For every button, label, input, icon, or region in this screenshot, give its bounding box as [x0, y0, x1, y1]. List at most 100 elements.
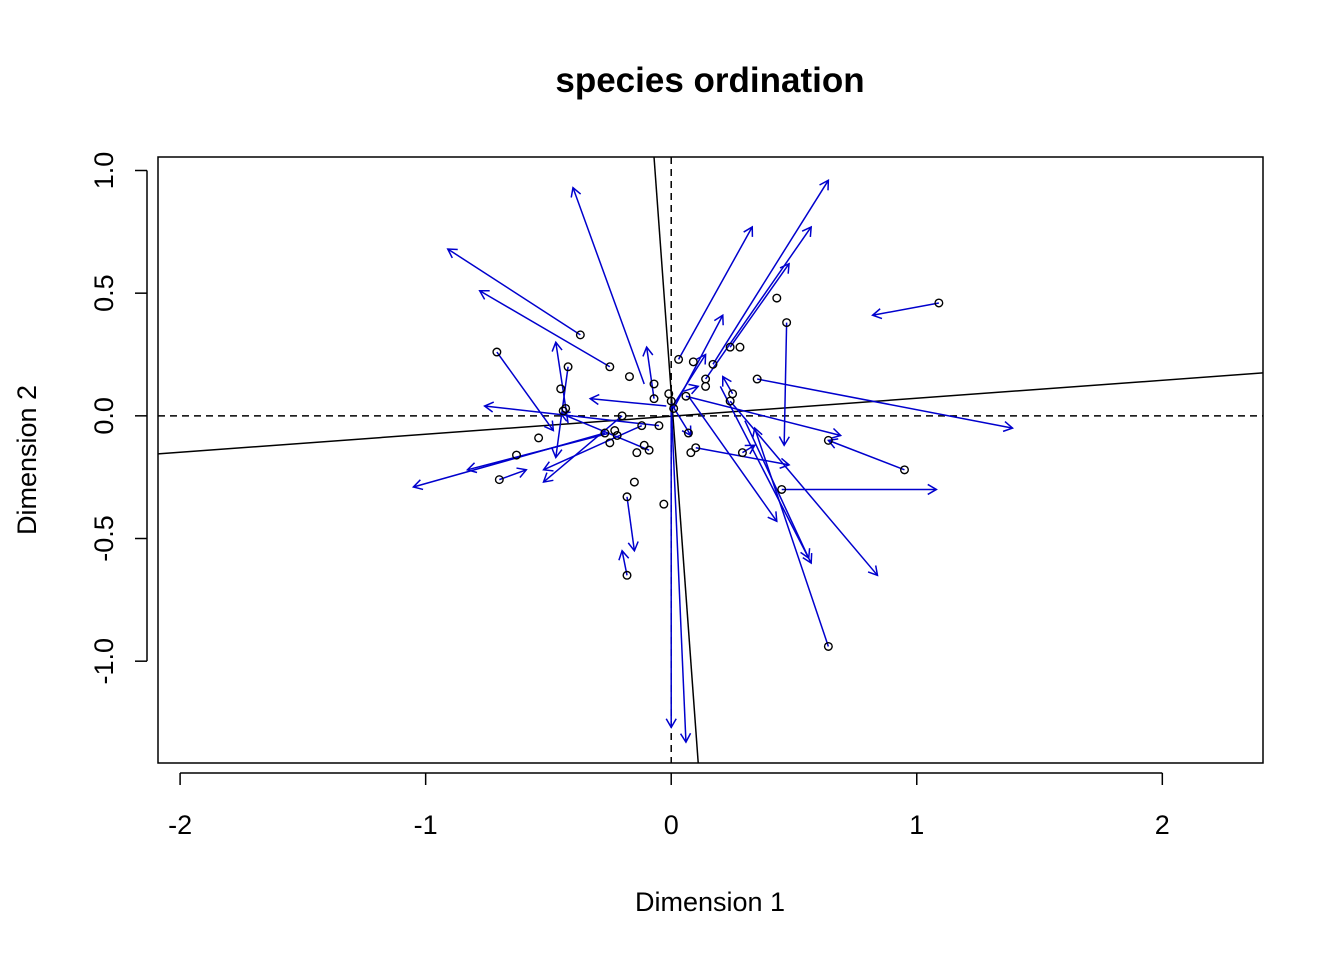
arrow-shaft [670, 403, 687, 743]
data-point [622, 570, 632, 580]
arrow [719, 386, 813, 565]
arrow-shaft [673, 314, 724, 409]
solid-reference-line-1 [157, 372, 1264, 455]
arrow-shaft [872, 302, 940, 316]
data-point [610, 426, 620, 436]
arrow-shaft [645, 347, 655, 399]
data-point [622, 492, 632, 502]
arrow-head [411, 479, 424, 491]
arrow [483, 401, 660, 427]
arrow [673, 313, 724, 409]
x-tick-label: -1 [414, 810, 438, 840]
arrow [551, 366, 569, 460]
arrow-shaft [677, 226, 753, 360]
arrow [496, 351, 555, 432]
arrow-head [478, 289, 490, 300]
data-point [563, 362, 573, 372]
arrow [446, 248, 581, 336]
arrow-head [743, 225, 754, 237]
x-tick-label: 2 [1155, 810, 1170, 840]
arrow-shaft [712, 179, 830, 365]
arrow-head [679, 732, 692, 744]
data-point [899, 465, 909, 475]
data-point [691, 443, 701, 453]
y-tick-label: -1.0 [89, 638, 119, 685]
arrow-head [767, 511, 778, 523]
arrow-head [721, 375, 732, 387]
point-layer [492, 293, 944, 651]
arrow-head [800, 548, 811, 560]
arrow [778, 322, 790, 447]
reference-lines [157, 156, 1264, 764]
arrow [626, 496, 639, 553]
arrow-shaft [729, 263, 790, 348]
chart-title: species ordination [555, 61, 864, 100]
arrow-shaft [543, 415, 623, 483]
data-point [782, 318, 792, 328]
arrow-head [1002, 420, 1015, 433]
solid-reference-line-2 [653, 156, 699, 764]
arrow [465, 432, 611, 474]
arrow-shaft [783, 322, 788, 446]
arrow-head [542, 472, 554, 484]
arrow-head [627, 541, 639, 553]
data-point [644, 445, 654, 455]
data-point [674, 354, 684, 364]
arrow-shaft [413, 432, 606, 488]
data-point [494, 475, 504, 485]
arrow-shaft [687, 395, 778, 522]
data-point [632, 448, 642, 458]
data-point [600, 428, 610, 438]
arrow [757, 378, 1015, 433]
arrow-head [830, 427, 843, 439]
data-point [772, 293, 782, 303]
arrow-head [826, 438, 839, 449]
y-tick-label: 1.0 [89, 152, 119, 190]
arrow [499, 467, 528, 481]
arrow-head [778, 436, 790, 447]
arrow [642, 345, 655, 399]
arrow-shaft [447, 248, 581, 336]
data-point [605, 362, 615, 372]
data-point [669, 403, 679, 413]
arrow-shaft [543, 424, 643, 471]
arrow [729, 400, 879, 577]
data-point [534, 433, 544, 443]
arrow-shaft [753, 427, 830, 647]
data-point [688, 357, 698, 367]
data-point [512, 450, 522, 460]
data-point [558, 406, 568, 416]
x-tick-label: -2 [168, 810, 192, 840]
arrow [712, 179, 830, 365]
arrow-head [642, 345, 654, 357]
arrow [695, 446, 791, 469]
data-point [686, 448, 696, 458]
data-point [624, 372, 634, 382]
arrow-head [713, 313, 724, 326]
arrow [729, 262, 790, 348]
data-point [823, 435, 833, 445]
data-point [701, 381, 711, 391]
y-tick-label: 0.5 [89, 274, 119, 312]
data-point [777, 484, 787, 494]
arrow-shaft [484, 405, 660, 427]
arrow [744, 420, 811, 560]
arrow-shaft [496, 351, 554, 431]
arrow-head [543, 420, 555, 432]
data-point [708, 359, 718, 369]
arrow-head [465, 462, 478, 474]
arrow-head [483, 401, 495, 413]
data-point [617, 411, 627, 421]
arrow-head [688, 383, 700, 395]
arrow-layer [411, 179, 1015, 744]
data-point [649, 394, 659, 404]
data-point [492, 347, 502, 357]
arrow-shaft [499, 469, 527, 481]
data-point [752, 374, 762, 384]
arrow-shaft [757, 378, 1013, 429]
data-point [735, 342, 745, 352]
arrow-head [871, 308, 883, 320]
arrow-shaft [704, 226, 812, 380]
arrow-shaft [590, 397, 667, 407]
arrow [665, 408, 677, 729]
